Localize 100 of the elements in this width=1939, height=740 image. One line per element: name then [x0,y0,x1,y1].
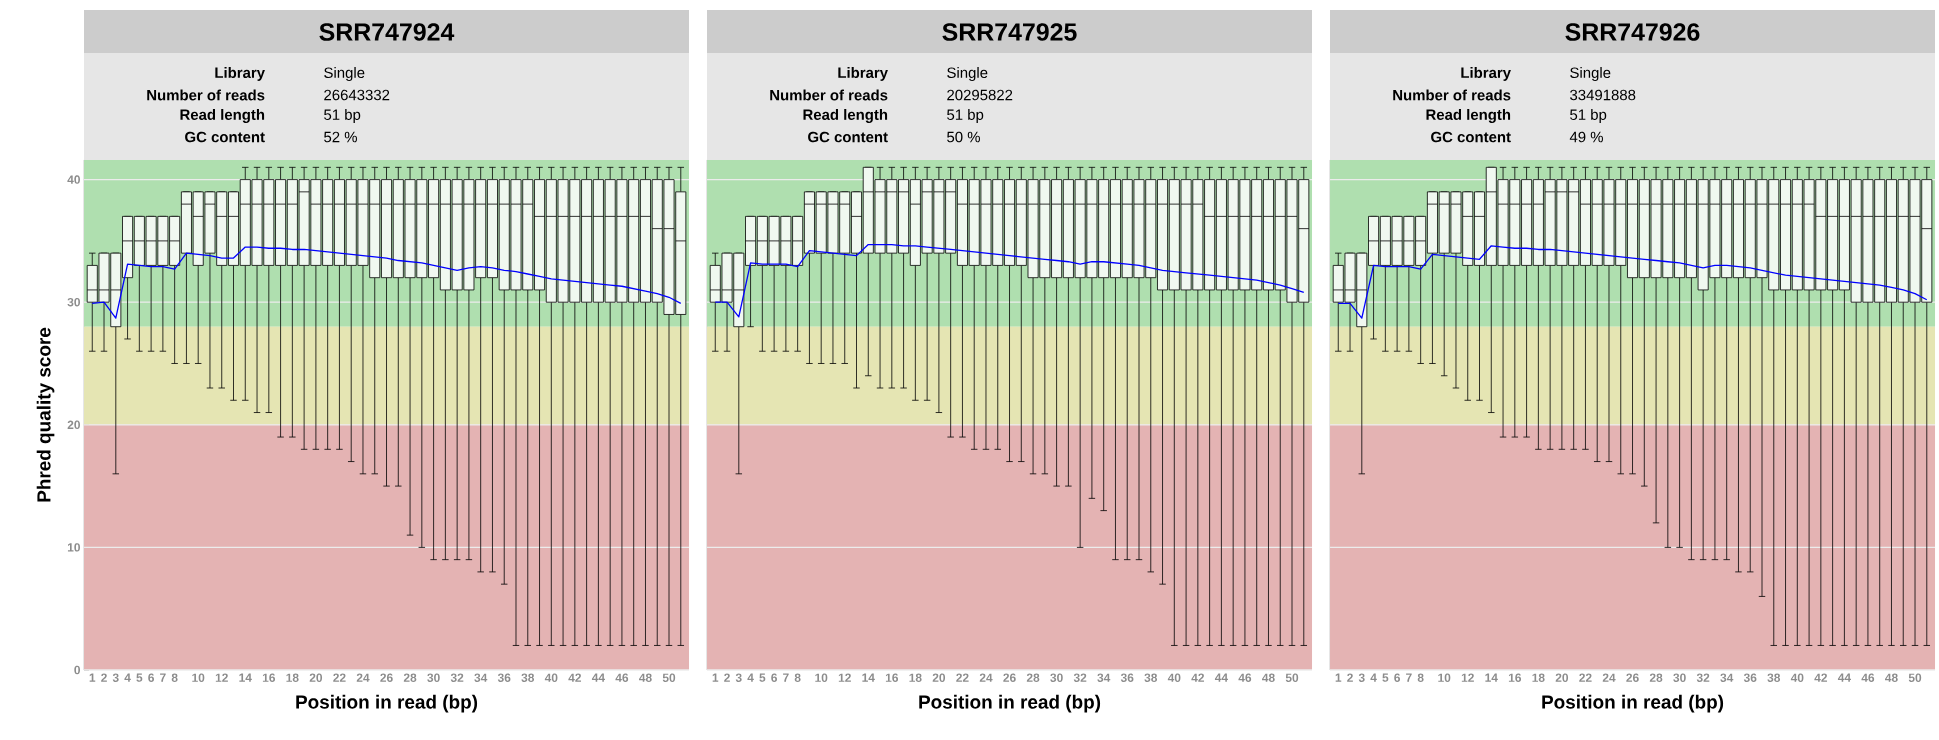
x-tick-label: 26 [380,673,393,682]
x-tick-label: 38 [1144,673,1158,682]
x-tick-label: 16 [885,673,899,682]
text: Read length [180,108,265,123]
x-tick-label: 20 [309,673,323,682]
x-tick-label: 20 [1555,673,1569,682]
text: GC content [1431,131,1511,143]
x-tick-label: 42 [568,673,582,682]
text: Single [947,67,988,81]
x-tick-label: 16 [1508,673,1522,682]
y-tick-label: 30 [67,297,80,307]
x-tick-label: 40 [544,673,558,682]
text: 50 % [947,131,980,143]
x-tick-label: 8 [1417,673,1424,682]
x-tick-label: 6 [771,673,778,682]
x-tick-label: 34 [1720,673,1734,682]
x-tick-label: 24 [356,673,370,682]
x-tick-label: 46 [1238,673,1252,682]
x-tick-label: 46 [1861,673,1875,682]
x-tick-label: 22 [333,673,346,682]
x-axis-title: Position in read (bp) [919,694,1101,713]
x-tick-label: 10 [192,673,205,682]
x-tick-label: 30 [1673,673,1686,682]
x-tick-label: 4 [1370,673,1377,682]
text: 51 bp [947,109,984,123]
y-tick-label: 40 [67,175,80,184]
x-tick-label: 36 [1120,673,1134,682]
x-tick-label: 50 [1908,673,1922,682]
x-tick-label: 28 [1649,673,1663,682]
x-tick-label: 5 [136,673,143,682]
x-tick-label: 18 [909,673,922,682]
text: Library [838,67,888,81]
x-tick-label: 40 [1167,673,1181,682]
text: GC content [185,131,265,143]
text: 52 % [324,131,357,143]
x-tick-label: 2 [724,673,730,682]
text: 49 % [1569,131,1603,143]
x-tick-label: 18 [1532,673,1545,682]
x-tick-label: 30 [427,673,440,682]
x-tick-label: 32 [450,673,464,682]
text: 51 bp [1570,109,1607,123]
x-axis-title: Position in read (bp) [1542,694,1724,713]
x-tick-label: 48 [639,673,652,682]
x-axis-title: Position in read (bp) [296,694,478,713]
y-tick-label: 0 [74,665,81,675]
x-tick-label: 2 [1347,673,1353,682]
x-tick-label: 38 [521,673,535,682]
text: Library [1461,67,1511,81]
chart-title: SRR747926 [1565,23,1700,41]
x-tick-label: 12 [215,673,228,682]
x-tick-label: 6 [148,673,154,682]
x-tick-label: 48 [1262,673,1275,682]
x-tick-label: 40 [1790,673,1804,682]
text: 20295822 [947,89,1013,101]
x-tick-label: 22 [956,673,969,682]
x-tick-label: 3 [112,673,119,682]
x-tick-label: 3 [1358,673,1365,682]
x-tick-label: 5 [1382,673,1389,682]
y-tick-label: 10 [67,543,80,552]
x-tick-label: 7 [1406,673,1412,682]
x-tick-label: 50 [662,673,676,682]
x-tick-label: 2 [101,673,107,682]
x-tick-label: 46 [615,673,629,682]
text: Number of reads [770,89,888,101]
x-tick-label: 12 [838,673,851,682]
text: GC content [808,131,888,143]
x-tick-label: 1 [1335,673,1342,682]
y-axis-title: Phred quality score [36,327,55,502]
x-tick-label: 44 [1837,673,1851,682]
x-tick-label: 34 [1097,673,1111,682]
x-tick-label: 34 [474,673,488,682]
x-tick-label: 7 [783,673,789,682]
x-tick-label: 20 [932,673,946,682]
y-tick-label: 20 [67,420,80,430]
x-tick-label: 26 [1626,673,1639,682]
x-tick-label: 26 [1003,673,1016,682]
text: Number of reads [147,89,265,101]
x-tick-label: 6 [1394,673,1401,682]
x-tick-label: 3 [735,673,742,682]
x-tick-label: 4 [747,673,754,682]
text: 33491888 [1570,89,1636,101]
x-tick-label: 32 [1073,673,1087,682]
text: Read length [803,108,888,123]
x-tick-label: 8 [171,673,178,682]
x-tick-label: 14 [239,673,252,682]
x-tick-label: 50 [1285,673,1299,682]
x-tick-label: 1 [712,673,719,682]
text: Read length [1426,108,1511,123]
text: Single [324,67,365,81]
x-tick-label: 30 [1050,673,1063,682]
text: 26643332 [324,89,390,101]
text: Single [1570,67,1611,81]
x-tick-label: 1 [89,673,96,682]
x-tick-label: 14 [862,673,875,682]
x-tick-label: 7 [160,673,166,682]
x-tick-label: 44 [591,673,605,682]
text: 51 bp [324,109,361,123]
x-tick-label: 24 [1602,673,1616,682]
x-tick-label: 42 [1191,673,1205,682]
x-tick-label: 36 [1743,673,1757,682]
